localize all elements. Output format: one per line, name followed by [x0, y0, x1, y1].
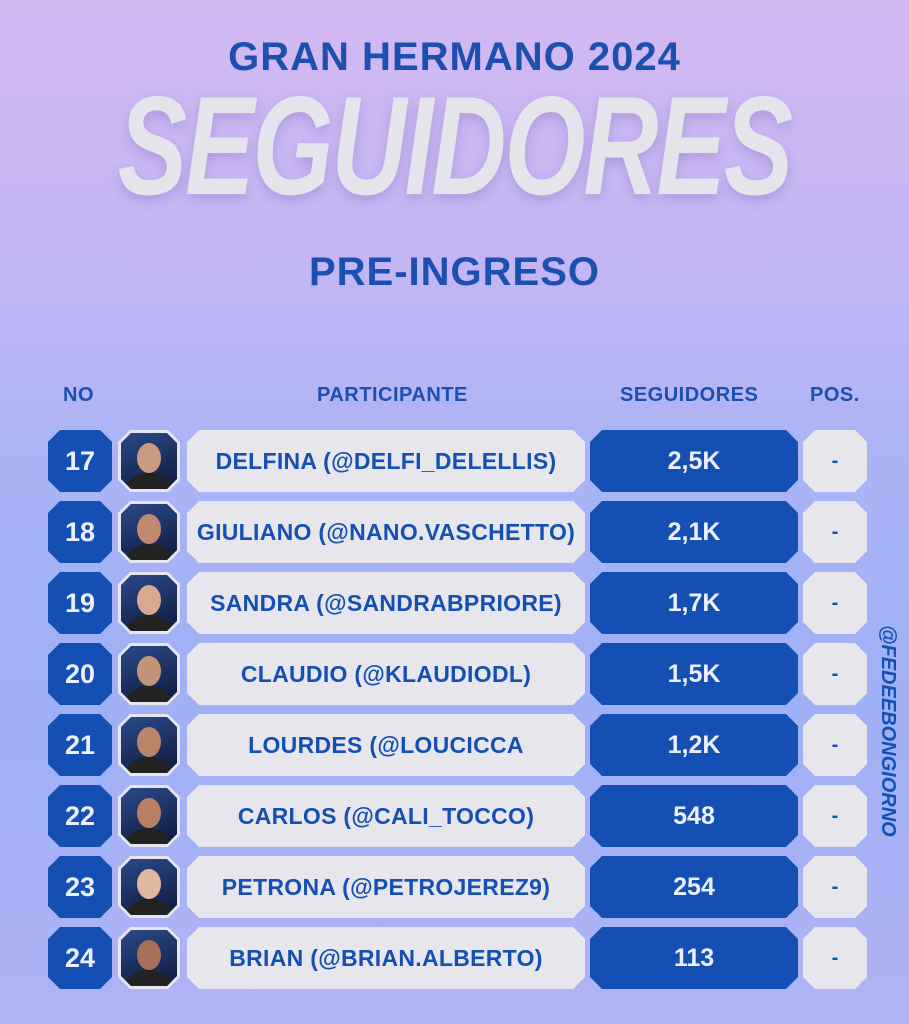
avatar	[118, 856, 180, 918]
title-top: GRAN HERMANO 2024	[228, 35, 681, 79]
position: -	[803, 856, 867, 918]
followers-count: 1,2K	[590, 714, 798, 776]
avatar	[118, 430, 180, 492]
avatar	[118, 501, 180, 563]
table-row: 19 SANDRA (@SANDRABPRIORE) 1,7K -	[0, 572, 909, 634]
table-row: 17 DELFINA (@DELFI_DELELLIS) 2,5K -	[0, 430, 909, 492]
row-number: 20	[48, 643, 112, 705]
avatar	[118, 572, 180, 634]
participant-name: DELFINA (@DELFI_DELELLIS)	[187, 430, 585, 492]
table-row: 21 LOURDES (@LOUCICCA 1,2K -	[0, 714, 909, 776]
row-number: 23	[48, 856, 112, 918]
followers-count: 113	[590, 927, 798, 989]
row-number: 18	[48, 501, 112, 563]
header-participante: PARTICIPANTE	[317, 384, 468, 406]
participant-name: CARLOS (@CALI_TOCCO)	[187, 785, 585, 847]
position: -	[803, 572, 867, 634]
followers-count: 2,1K	[590, 501, 798, 563]
avatar	[118, 785, 180, 847]
participant-name: GIULIANO (@NANO.VASCHETTO)	[187, 501, 585, 563]
followers-count: 548	[590, 785, 798, 847]
participant-name: PETRONA (@PETROJEREZ9)	[187, 856, 585, 918]
header-pos: POS.	[810, 384, 860, 406]
participant-name: CLAUDIO (@KLAUDIODL)	[187, 643, 585, 705]
position: -	[803, 501, 867, 563]
position: -	[803, 714, 867, 776]
participant-name: BRIAN (@BRIAN.ALBERTO)	[187, 927, 585, 989]
row-number: 21	[48, 714, 112, 776]
subtitle: PRE-INGRESO	[308, 250, 601, 294]
table-row: 18 GIULIANO (@NANO.VASCHETTO) 2,1K -	[0, 501, 909, 563]
participant-name: SANDRA (@SANDRABPRIORE)	[187, 572, 585, 634]
table-row: 24 BRIAN (@BRIAN.ALBERTO) 113 -	[0, 927, 909, 989]
avatar	[118, 927, 180, 989]
followers-count: 1,7K	[590, 572, 798, 634]
row-number: 24	[48, 927, 112, 989]
position: -	[803, 785, 867, 847]
avatar	[118, 643, 180, 705]
table-row: 23 PETRONA (@PETROJEREZ9) 254 -	[0, 856, 909, 918]
row-number: 22	[48, 785, 112, 847]
row-number: 19	[48, 572, 112, 634]
position: -	[803, 927, 867, 989]
row-number: 17	[48, 430, 112, 492]
table-row: 20 CLAUDIO (@KLAUDIODL) 1,5K -	[0, 643, 909, 705]
followers-count: 254	[590, 856, 798, 918]
avatar	[118, 714, 180, 776]
participant-name: LOURDES (@LOUCICCA	[187, 714, 585, 776]
title-main: SEGUIDORES	[117, 68, 793, 226]
header-seguidores: SEGUIDORES	[620, 384, 759, 406]
table-row: 22 CARLOS (@CALI_TOCCO) 548 -	[0, 785, 909, 847]
header-no: NO	[63, 384, 94, 406]
position: -	[803, 643, 867, 705]
watermark: @FEDEEBONGIORNO	[877, 625, 899, 837]
followers-count: 2,5K	[590, 430, 798, 492]
position: -	[803, 430, 867, 492]
followers-count: 1,5K	[590, 643, 798, 705]
